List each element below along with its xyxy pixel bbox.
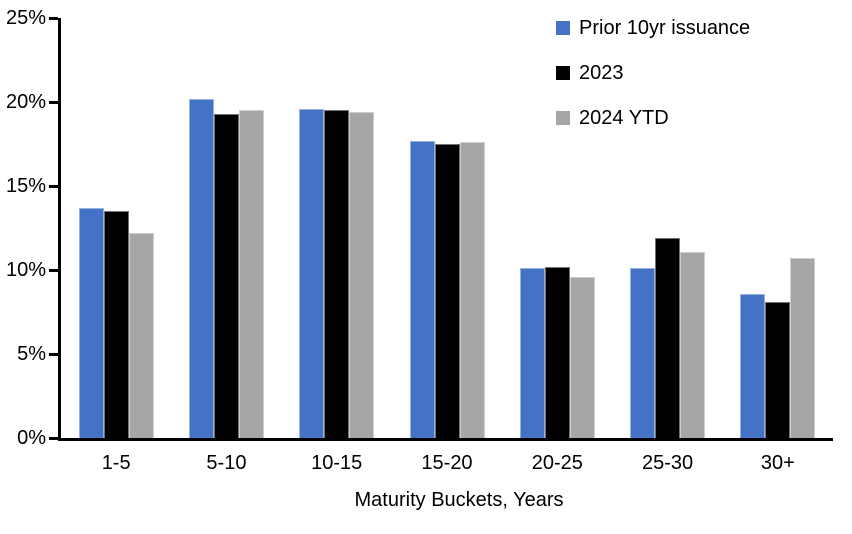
x-axis-tick-label: 10-15 — [311, 452, 363, 474]
y-axis-tick-mark — [49, 16, 58, 20]
y-axis-tick-label: 0% — [17, 427, 46, 449]
y-axis-tick-label: 10% — [5, 259, 46, 281]
y-axis-tick-mark — [49, 436, 58, 440]
bar-2024-ytd-20-25 — [569, 276, 595, 438]
legend-swatch-icon — [556, 21, 570, 35]
legend-label: 2024 YTD — [579, 106, 669, 129]
bar-2023-5-10 — [213, 113, 239, 438]
y-axis-tick-label: 15% — [5, 175, 46, 197]
x-axis-tick-label: 30+ — [760, 452, 795, 474]
legend-item: 2024 YTD — [556, 106, 750, 130]
bar-prior-10yr-issuance-5-10 — [188, 98, 214, 438]
bar-2023-1-5 — [103, 211, 129, 438]
bar-2024-ytd-5-10 — [238, 110, 264, 438]
bar-2024-ytd-10-15 — [349, 112, 375, 438]
legend-label: Prior 10yr issuance — [579, 16, 751, 39]
bar-2023-30+ — [765, 301, 791, 438]
bar-2024-ytd-1-5 — [128, 233, 154, 438]
x-axis-tick-label: 25-30 — [641, 452, 694, 474]
x-axis-title: Maturity Buckets, Years — [354, 489, 564, 511]
bar-prior-10yr-issuance-10-15 — [299, 108, 325, 438]
y-axis-tick-mark — [49, 100, 58, 104]
y-axis-tick-mark — [49, 268, 58, 272]
bar-2023-15-20 — [434, 144, 460, 438]
x-axis-tick-label: 15-20 — [421, 452, 473, 474]
y-axis-tick-label: 25% — [5, 7, 46, 29]
legend-label: 2023 — [579, 61, 624, 84]
legend-item: Prior 10yr issuance — [556, 16, 750, 40]
x-axis-tick-label: 1-5 — [101, 452, 131, 474]
legend-item: 2023 — [556, 61, 750, 85]
bar-2023-20-25 — [544, 266, 570, 438]
y-axis-tick-label: 20% — [5, 91, 46, 113]
bar-2024-ytd-30+ — [790, 258, 816, 438]
bar-prior-10yr-issuance-20-25 — [519, 268, 545, 438]
legend-swatch-icon — [556, 66, 570, 80]
bar-2023-25-30 — [655, 238, 681, 438]
x-axis-tick-label: 20-25 — [531, 452, 583, 474]
bar-prior-10yr-issuance-25-30 — [630, 268, 656, 438]
legend: Prior 10yr issuance 2023 2024 YTD — [556, 16, 750, 151]
legend-swatch-icon — [556, 111, 570, 125]
y-axis-tick-mark — [49, 184, 58, 188]
x-axis-tick-label: 5-10 — [206, 452, 247, 474]
bar-prior-10yr-issuance-1-5 — [78, 207, 104, 438]
bar-2024-ytd-25-30 — [680, 251, 706, 438]
y-axis-tick-label: 5% — [17, 343, 46, 365]
bar-2024-ytd-15-20 — [459, 142, 485, 438]
plot-area — [58, 18, 833, 441]
y-axis-tick-mark — [49, 352, 58, 356]
bar-prior-10yr-issuance-30+ — [740, 293, 766, 438]
bar-prior-10yr-issuance-15-20 — [409, 140, 435, 438]
bar-2023-10-15 — [324, 110, 350, 438]
